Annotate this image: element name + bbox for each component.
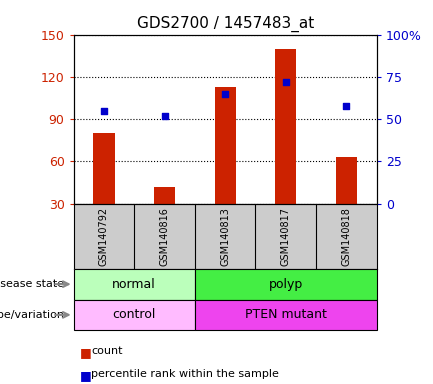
Bar — [154, 187, 175, 204]
Text: ■: ■ — [80, 369, 92, 382]
Bar — [214, 87, 236, 204]
Point — [222, 91, 229, 97]
Text: genotype/variation: genotype/variation — [0, 310, 65, 320]
Text: PTEN mutant: PTEN mutant — [245, 308, 327, 321]
Point — [343, 103, 350, 109]
Text: ■: ■ — [80, 346, 92, 359]
Title: GDS2700 / 1457483_at: GDS2700 / 1457483_at — [136, 16, 314, 32]
Bar — [275, 49, 296, 204]
Text: normal: normal — [112, 278, 156, 291]
Text: GSM140818: GSM140818 — [341, 207, 352, 266]
Bar — [195, 300, 377, 330]
Bar — [336, 157, 357, 204]
Point — [161, 113, 168, 119]
Bar — [74, 269, 195, 300]
Text: GSM140817: GSM140817 — [281, 207, 291, 266]
Point — [100, 108, 107, 114]
Text: GSM140792: GSM140792 — [99, 207, 109, 266]
Text: GSM140813: GSM140813 — [220, 207, 230, 266]
Text: percentile rank within the sample: percentile rank within the sample — [91, 369, 279, 379]
Text: count: count — [91, 346, 123, 356]
Text: disease state: disease state — [0, 279, 65, 289]
Bar — [195, 269, 377, 300]
Text: control: control — [113, 308, 156, 321]
Text: GSM140816: GSM140816 — [159, 207, 170, 266]
Bar — [94, 133, 114, 204]
Text: polyp: polyp — [268, 278, 303, 291]
Point — [282, 79, 289, 85]
Bar — [74, 300, 195, 330]
